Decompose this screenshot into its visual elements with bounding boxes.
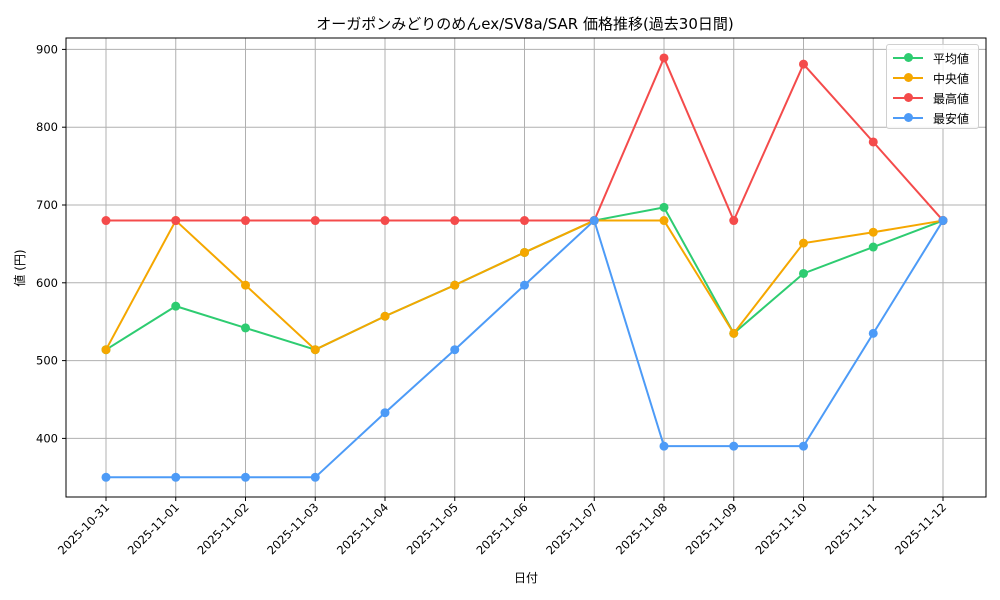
series-3 — [101, 216, 948, 482]
data-point — [799, 238, 808, 248]
data-point — [520, 216, 529, 226]
grid-lines — [66, 38, 986, 497]
y-tick-label: 400 — [36, 431, 58, 445]
data-point — [589, 216, 599, 226]
x-axis-ticks: 2025-10-31 2025-11-01 2025-11-02 2025-11-03… — [55, 497, 949, 557]
x-axis-label: 日付 — [514, 571, 538, 585]
data-point — [729, 328, 739, 338]
data-point — [241, 216, 250, 226]
legend-item: 最高値 — [893, 89, 969, 107]
data-point — [310, 472, 320, 482]
data-point — [241, 280, 250, 290]
legend-marker-icon — [893, 109, 923, 127]
data-point — [450, 345, 460, 355]
data-point — [310, 216, 320, 226]
data-point — [171, 301, 181, 311]
data-point — [380, 408, 390, 418]
data-point — [659, 53, 669, 63]
y-tick-label: 700 — [36, 198, 58, 212]
x-tick-label: 2025-11-03 — [264, 500, 321, 557]
data-point — [799, 268, 808, 278]
data-point — [380, 216, 390, 226]
x-tick-label: 2025-11-11 — [822, 500, 879, 557]
series-layer — [101, 53, 948, 482]
x-tick-label: 2025-11-06 — [473, 500, 530, 557]
data-point — [101, 216, 111, 226]
legend: 平均値 中央値 最高値 最安値 — [886, 44, 979, 129]
data-point — [101, 472, 111, 482]
x-tick-label: 2025-11-02 — [194, 500, 251, 557]
legend-marker-icon — [893, 69, 923, 87]
legend-label: 平均値 — [933, 51, 970, 66]
data-point — [659, 202, 669, 212]
data-point — [171, 472, 181, 482]
x-tick-label: 2025-11-07 — [543, 500, 600, 557]
x-tick-label: 2025-11-08 — [613, 500, 670, 557]
legend-label: 最高値 — [933, 91, 970, 106]
legend-label: 最安値 — [933, 111, 970, 126]
data-point — [868, 137, 878, 147]
data-point — [729, 441, 739, 451]
axes-frame — [65, 37, 987, 498]
x-tick-label: 2025-11-10 — [752, 500, 809, 557]
x-tick-label: 2025-11-09 — [683, 500, 740, 557]
data-point — [938, 216, 948, 226]
x-tick-label: 2025-10-31 — [55, 500, 112, 557]
data-point — [310, 345, 320, 355]
data-point — [799, 441, 808, 451]
y-axis-label: 値 (円) — [12, 249, 27, 286]
y-tick-label: 900 — [36, 42, 58, 56]
data-point — [659, 216, 669, 226]
data-point — [520, 280, 529, 290]
y-axis-ticks: 400 500 600 700 800 900 — [36, 42, 66, 445]
data-point — [799, 59, 808, 69]
data-point — [868, 227, 878, 237]
y-tick-label: 600 — [36, 276, 58, 290]
data-point — [659, 441, 669, 451]
data-point — [450, 280, 460, 290]
legend-item: 中央値 — [893, 69, 969, 87]
data-point — [380, 311, 390, 321]
x-tick-label: 2025-11-04 — [334, 500, 391, 557]
data-point — [241, 472, 250, 482]
data-point — [868, 328, 878, 338]
data-point — [241, 323, 250, 333]
legend-item: 平均値 — [893, 49, 969, 67]
data-point — [101, 345, 111, 355]
legend-label: 中央値 — [933, 71, 970, 86]
data-point — [450, 216, 460, 226]
data-point — [520, 247, 529, 257]
x-tick-label: 2025-11-01 — [125, 500, 182, 557]
legend-marker-icon — [893, 89, 923, 107]
data-point — [729, 216, 739, 226]
legend-marker-icon — [893, 49, 923, 67]
y-tick-label: 800 — [36, 120, 58, 134]
legend-item: 最安値 — [893, 109, 969, 127]
data-point — [171, 216, 181, 226]
data-point — [868, 242, 878, 252]
x-tick-label: 2025-11-05 — [404, 500, 461, 557]
chart-title: オーガポンみどりのめんex/SV8a/SAR 価格推移(過去30日間) — [316, 15, 734, 33]
x-tick-label: 2025-11-12 — [892, 500, 949, 557]
y-tick-label: 500 — [36, 354, 58, 368]
